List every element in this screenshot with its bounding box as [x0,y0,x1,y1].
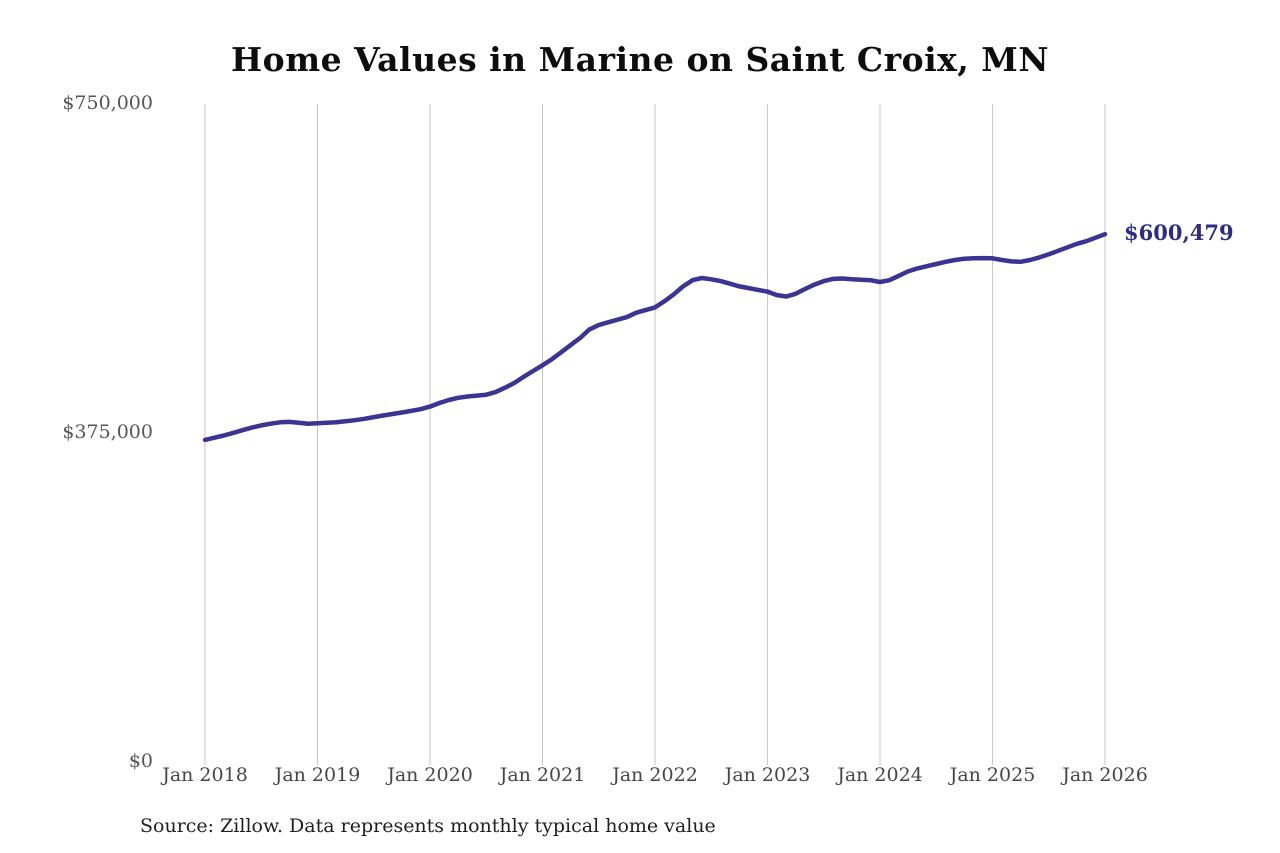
x-tick-label: Jan 2022 [612,764,698,786]
x-tick-label: Jan 2024 [837,764,923,786]
value-line [202,231,1108,443]
source-note: Source: Zillow. Data represents monthly … [140,815,716,837]
x-tick-label: Jan 2021 [499,764,586,786]
y-tick-label: $0 [128,750,153,772]
y-tick-label: $750,000 [62,92,153,114]
x-tick-label: Jan 2026 [1062,764,1148,786]
x-tick-label: Jan 2019 [274,764,361,786]
x-tick-label: Jan 2020 [387,764,473,786]
latest-value-label: $600,479 [1124,220,1234,246]
x-tick-label: Jan 2023 [724,764,811,786]
x-tick-label: Jan 2018 [162,764,248,786]
chart-title: Home Values in Marine on Saint Croix, MN [231,40,1049,79]
y-tick-label: $375,000 [62,421,153,443]
x-tick-label: Jan 2025 [949,764,1036,786]
